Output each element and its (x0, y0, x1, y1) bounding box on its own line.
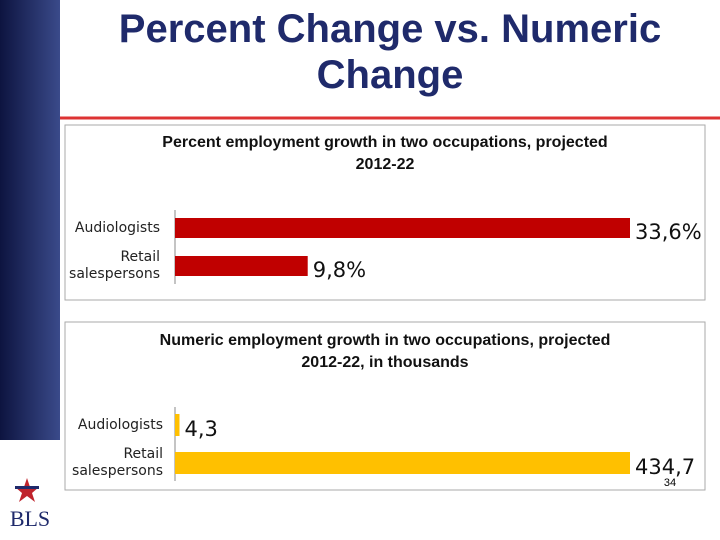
chart-frame (64, 321, 706, 491)
value-label: 9,8% (312, 258, 367, 282)
chart-frame (64, 124, 706, 301)
category-label: Audiologists (74, 219, 160, 236)
page-number: 34 (663, 477, 677, 489)
category-label: Audiologists (77, 416, 163, 433)
chart-title: Numeric employment growth in two occupat… (159, 332, 611, 371)
bar (175, 452, 630, 474)
chart-title: Percent employment growth in two occupat… (162, 134, 608, 173)
logo-text: BLS (9, 506, 51, 531)
bar (175, 414, 180, 436)
value-label: 434,7 (635, 455, 696, 479)
value-label: 4,3 (184, 417, 218, 441)
category-label: Retail salespersons (69, 249, 160, 282)
value-label: 33,6% (635, 220, 702, 244)
slide-title: Percent Change vs. Numeric Change (118, 7, 662, 97)
logo-mark (15, 478, 39, 502)
bar (175, 256, 308, 276)
bar (175, 218, 630, 238)
category-label: Retail salespersons (72, 446, 163, 479)
